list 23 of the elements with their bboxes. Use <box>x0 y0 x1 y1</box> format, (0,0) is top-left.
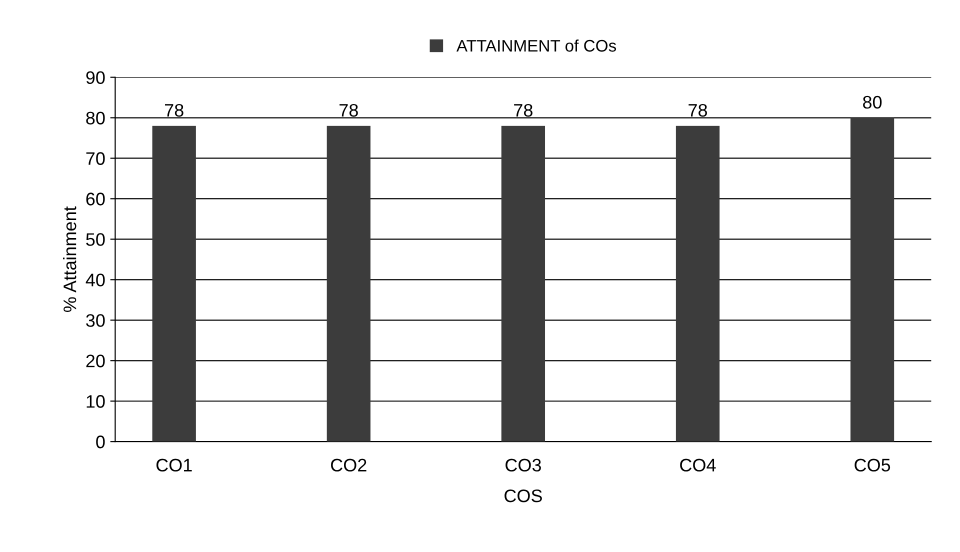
y-tick-label: 30 <box>86 314 105 327</box>
y-tick-label: 40 <box>86 274 105 286</box>
y-tick-label: 80 <box>86 112 105 124</box>
y-axis-title: % Attainment <box>63 206 76 312</box>
y-tick-label: 0 <box>96 436 105 448</box>
x-tick-label: CO2 <box>331 458 366 472</box>
x-tick-label: CO5 <box>854 458 890 472</box>
data-label: 80 <box>863 96 882 109</box>
data-label: 78 <box>340 104 358 117</box>
y-tick-label: 10 <box>86 395 105 408</box>
legend-label: ATTAINMENT of COs <box>456 39 616 52</box>
data-label: 78 <box>164 104 184 117</box>
x-tick-label: CO3 <box>506 458 541 472</box>
y-tick-label: 60 <box>86 192 105 206</box>
y-tick-label: 90 <box>86 71 105 84</box>
data-label: 78 <box>514 104 532 117</box>
x-axis-title: COS <box>504 489 542 502</box>
y-tick-label: 70 <box>86 152 105 165</box>
x-tick-label: CO4 <box>680 458 716 472</box>
y-tick-label: 50 <box>86 233 105 246</box>
x-tick-label: CO1 <box>156 458 192 472</box>
data-label: 78 <box>688 104 708 117</box>
y-tick-label: 20 <box>86 354 105 368</box>
